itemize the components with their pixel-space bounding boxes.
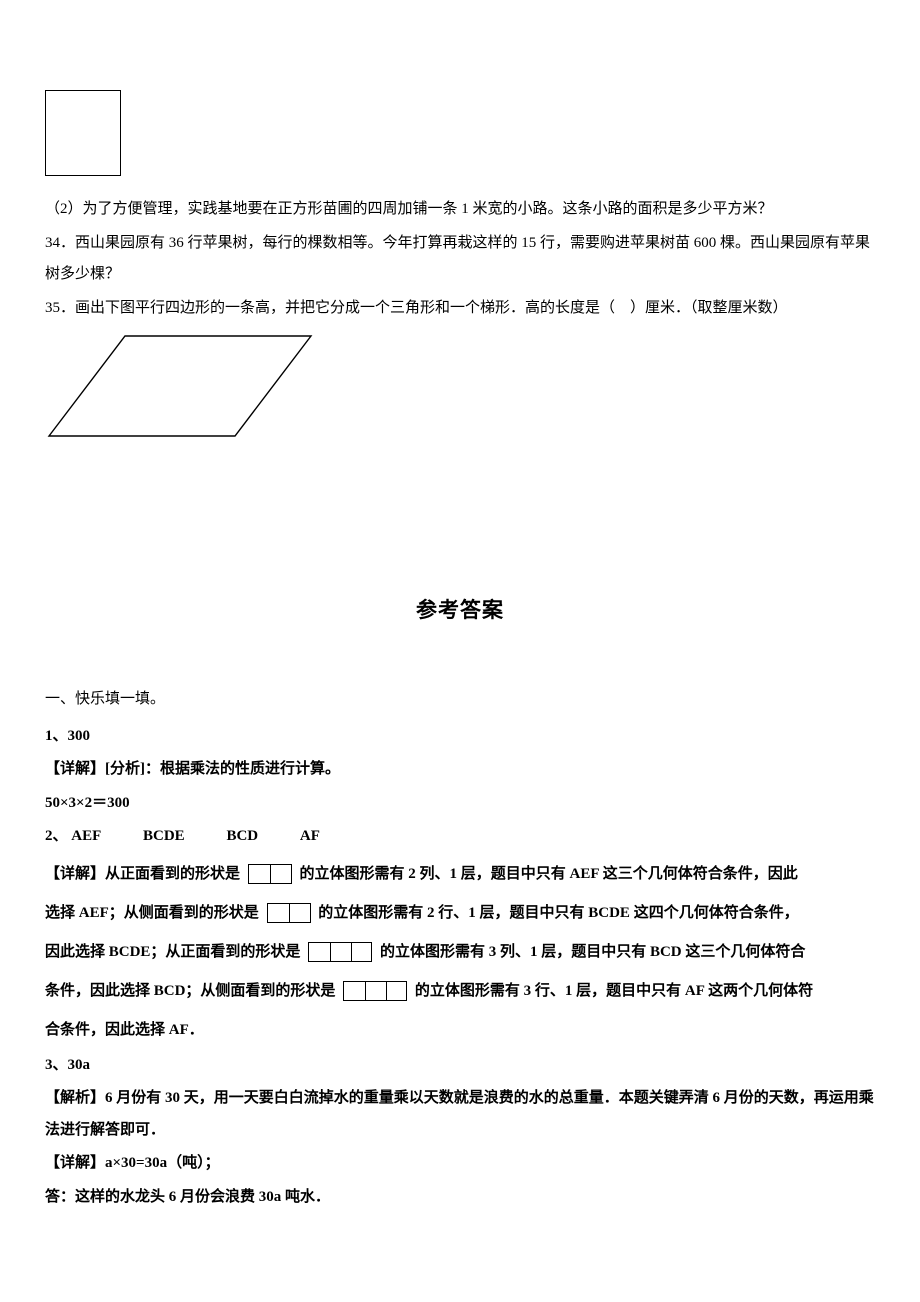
section-1-heading: 一、快乐填一填。 bbox=[45, 682, 875, 717]
answer-3-analysis: 【解析】6 月份有 30 天，用一天要白白流掉水的重量乘以天数就是浪费的水的总重… bbox=[45, 1083, 875, 1146]
document-page: （2）为了方便管理，实践基地要在正方形苗圃的四周加铺一条 1 米宽的小路。这条小… bbox=[0, 0, 920, 1275]
answer-2-gap-1: AEF bbox=[71, 821, 101, 853]
answer-2-explain-2b: 的立体图形需有 2 行、1 层，题目中只有 BCDE 这四个几何体符合条件， bbox=[318, 905, 798, 921]
answer-2-gap-3: BCD bbox=[226, 821, 258, 853]
parallelogram-figure bbox=[45, 332, 315, 440]
question-34: 34．西山果园原有 36 行苹果树，每行的棵数相等。今年打算再栽这样的 15 行… bbox=[45, 228, 875, 291]
square-figure-box bbox=[45, 90, 121, 176]
answer-2-gap-4: AF bbox=[300, 821, 320, 853]
two-cell-box-icon bbox=[267, 903, 311, 923]
answer-2-explain-1a: 【详解】从正面看到的形状是 bbox=[45, 866, 240, 882]
answer-2-line: 2、 AEF BCDE BCD AF bbox=[45, 821, 875, 853]
answer-3-number: 3、30a bbox=[45, 1057, 90, 1073]
three-cell-box-icon bbox=[308, 942, 372, 962]
answer-2-explain-4a: 条件，因此选择 BCD；从侧面看到的形状是 bbox=[45, 983, 335, 999]
three-cell-box-icon bbox=[343, 981, 407, 1001]
answer-2-explain-3: 因此选择 BCDE；从正面看到的形状是 的立体图形需有 3 列、1 层，题目中只… bbox=[45, 933, 875, 972]
answer-2-explain-3a: 因此选择 BCDE；从正面看到的形状是 bbox=[45, 944, 300, 960]
answer-2-explain-3b: 的立体图形需有 3 列、1 层，题目中只有 BCD 这三个几何体符合 bbox=[380, 944, 805, 960]
answer-2-explain-5: 合条件，因此选择 AF． bbox=[45, 1011, 875, 1050]
question-sub-2: （2）为了方便管理，实践基地要在正方形苗圃的四周加铺一条 1 米宽的小路。这条小… bbox=[45, 194, 875, 226]
answer-2-gaps: AEF BCDE BCD AF bbox=[71, 828, 320, 844]
answer-2-explain-1b: 的立体图形需有 2 列、1 层，题目中只有 AEF 这三个几何体符合条件，因此 bbox=[300, 866, 798, 882]
two-cell-box-icon bbox=[248, 864, 292, 884]
answer-1-calc: 50×3×2＝300 bbox=[45, 788, 875, 820]
answer-1-detail: 【详解】[分析]：根据乘法的性质进行计算。 bbox=[45, 754, 875, 786]
answer-2-number: 2、 bbox=[45, 828, 68, 844]
parallelogram-shape bbox=[49, 336, 311, 436]
answer-2-explain-2: 选择 AEF；从侧面看到的形状是 的立体图形需有 2 行、1 层，题目中只有 B… bbox=[45, 894, 875, 933]
answer-2-explain-1: 【详解】从正面看到的形状是 的立体图形需有 2 列、1 层，题目中只有 AEF … bbox=[45, 855, 875, 894]
answers-heading: 参考答案 bbox=[45, 590, 875, 632]
answer-1-number: 1、300 bbox=[45, 728, 90, 744]
answer-3-answer: 答：这样的水龙头 6 月份会浪费 30a 吨水． bbox=[45, 1182, 875, 1214]
answer-2-explain-2a: 选择 AEF；从侧面看到的形状是 bbox=[45, 905, 259, 921]
answer-2-explain-4: 条件，因此选择 BCD；从侧面看到的形状是 的立体图形需有 3 行、1 层，题目… bbox=[45, 972, 875, 1011]
question-35: 35．画出下图平行四边形的一条高，并把它分成一个三角形和一个梯形．高的长度是（ … bbox=[45, 293, 875, 325]
answer-2-explain-4b: 的立体图形需有 3 行、1 层，题目中只有 AF 这两个几何体符 bbox=[415, 983, 813, 999]
answer-3-detail: 【详解】a×30=30a（吨）； bbox=[45, 1148, 875, 1180]
answer-2-gap-2: BCDE bbox=[143, 821, 185, 853]
